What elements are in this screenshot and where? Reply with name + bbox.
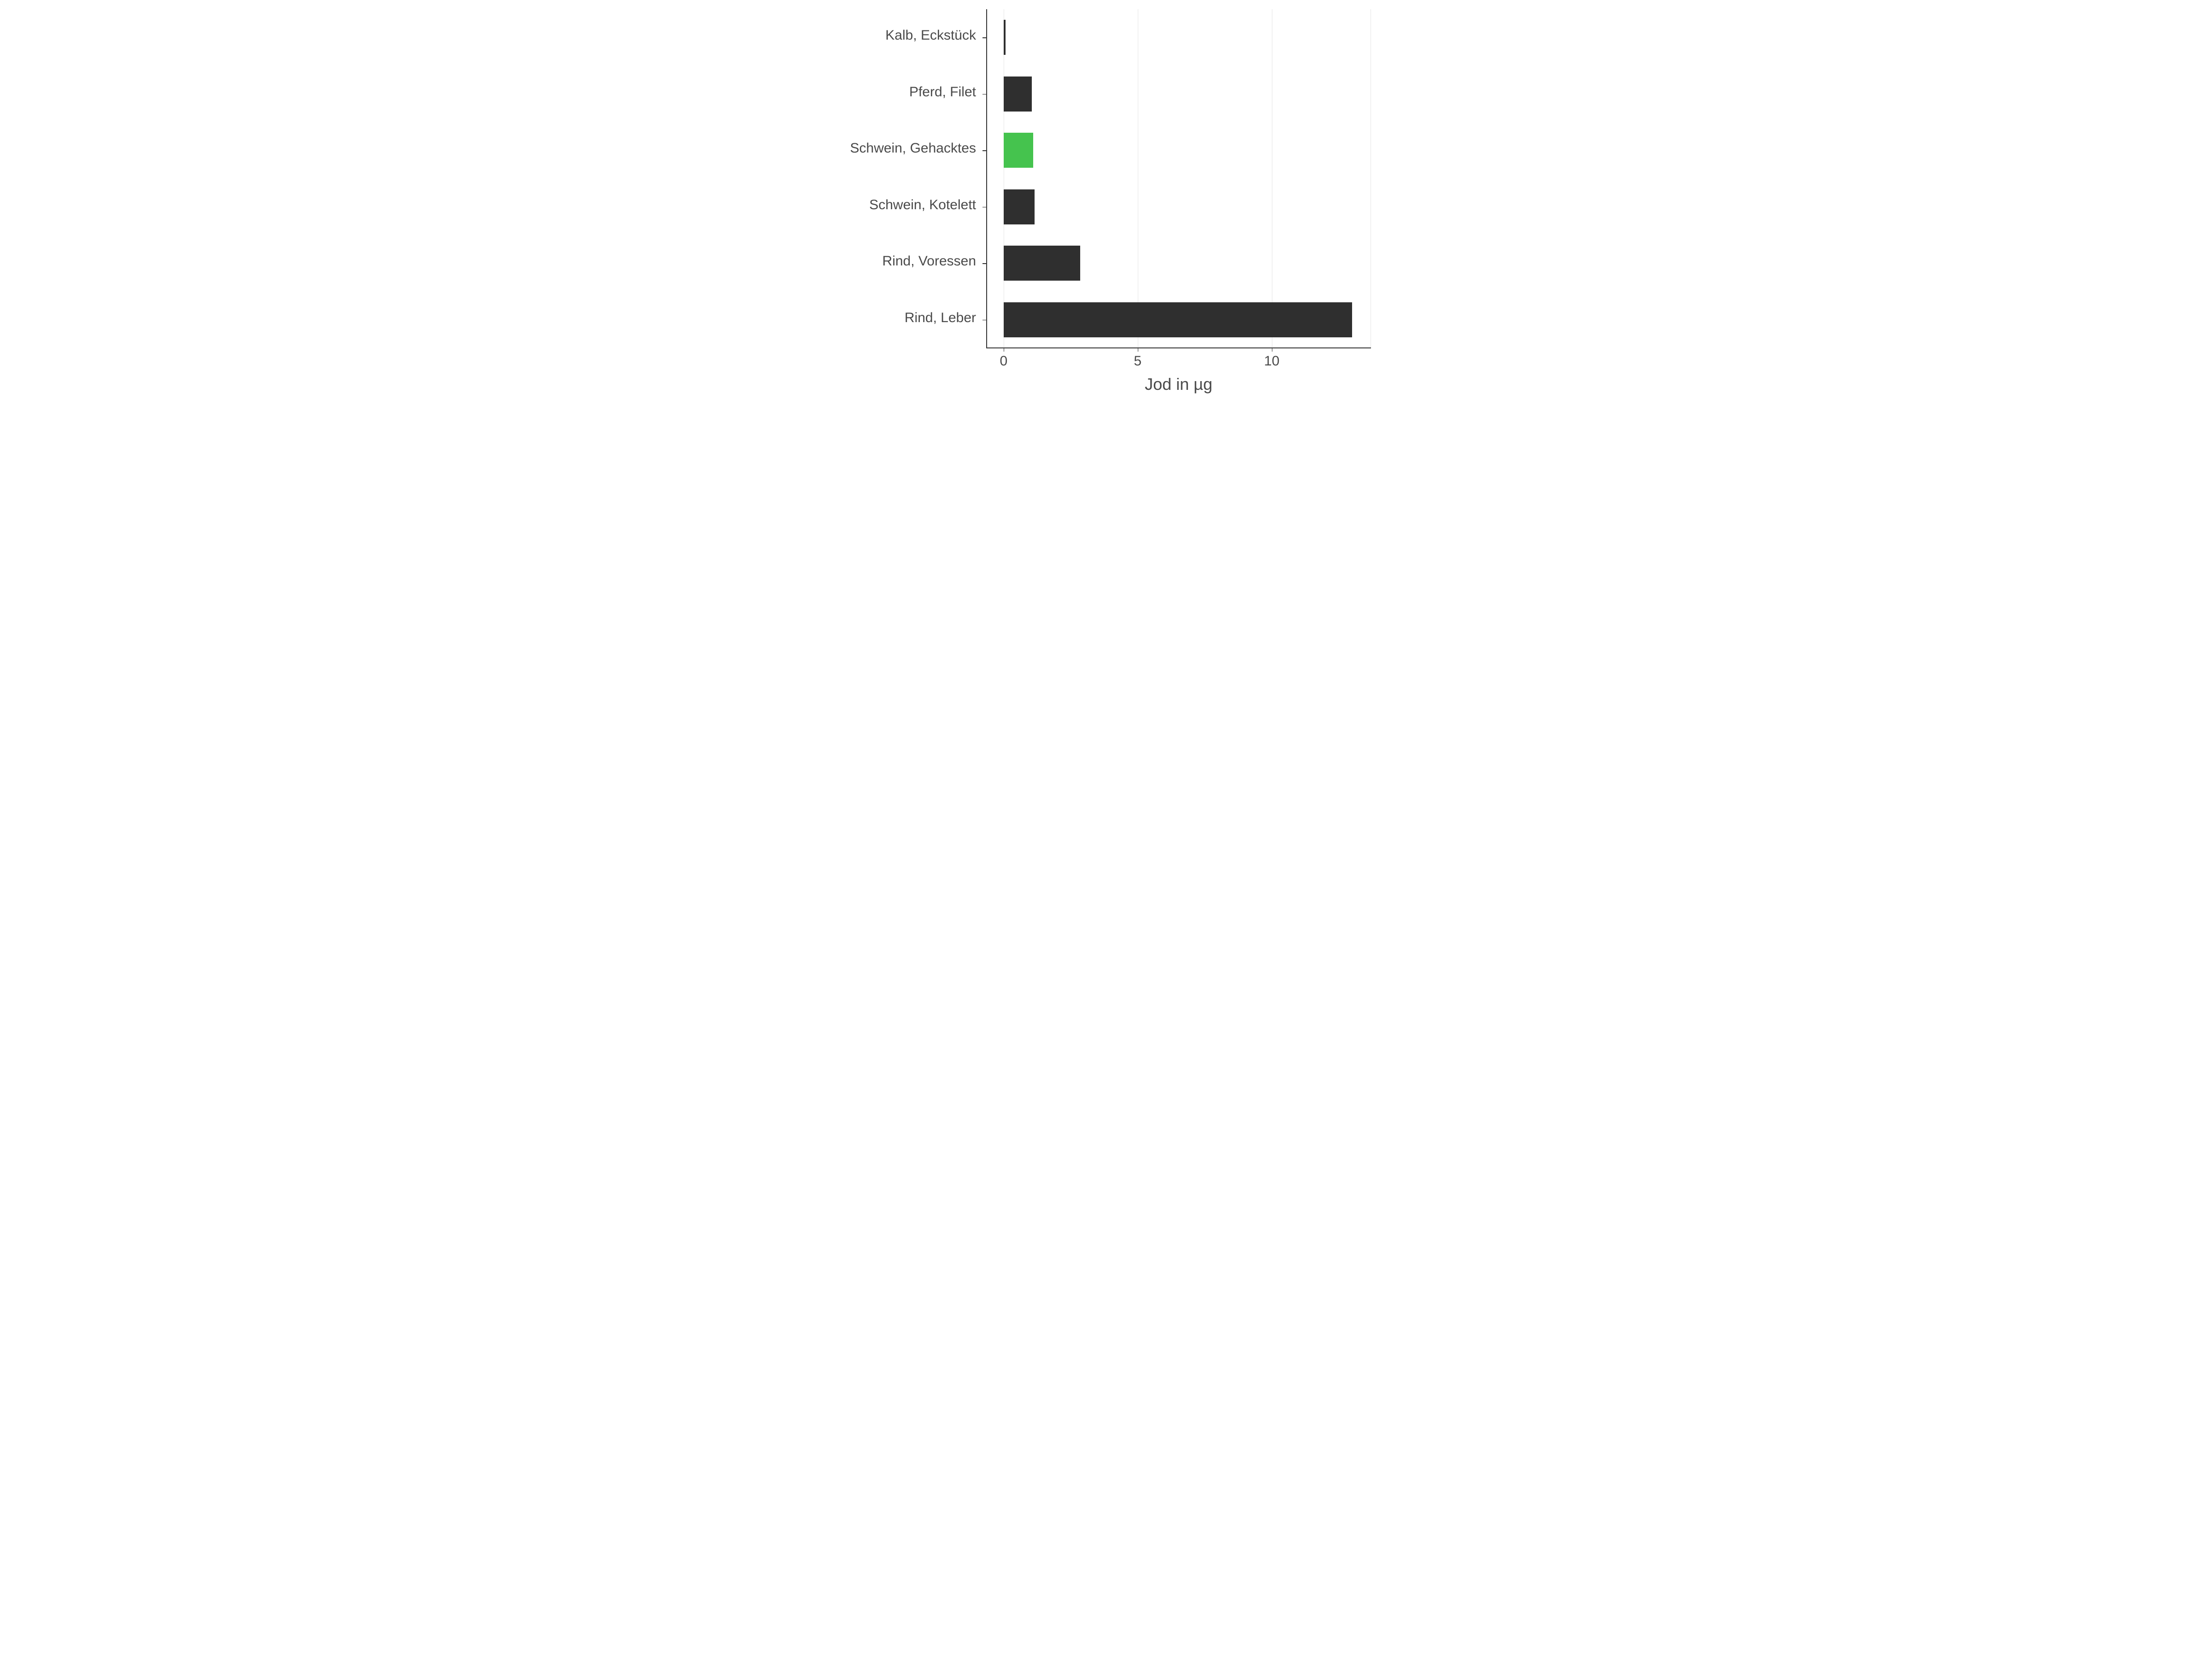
y-tick-label: Schwein, Kotelett [830, 197, 976, 213]
y-tick-label: Kalb, Eckstück [830, 28, 976, 43]
x-tick-label: 5 [1119, 353, 1156, 369]
y-tick-label: Pferd, Filet [830, 84, 976, 100]
chart-container: Kalb, Eckstück Pferd, Filet Schwein, Gehac… [830, 0, 1382, 415]
y-tick-mark [982, 207, 986, 208]
y-tick-mark [982, 263, 986, 264]
y-tick-mark [982, 94, 986, 95]
y-tick-mark [982, 37, 986, 38]
x-tick-label: 0 [985, 353, 1022, 369]
x-tick-mark [1004, 348, 1005, 352]
y-tick-label: Schwein, Gehacktes [830, 141, 976, 156]
x-axis-label: Jod in µg [986, 375, 1371, 394]
x-tick-mark [1138, 348, 1139, 352]
y-axis-line [986, 9, 987, 348]
bar [1004, 133, 1033, 168]
y-tick-label: Rind, Leber [830, 310, 976, 326]
y-tick-label: Rind, Voressen [830, 253, 976, 269]
bar [1004, 246, 1080, 281]
x-axis-line [986, 347, 1371, 348]
bar [1004, 189, 1035, 224]
y-tick-mark [982, 320, 986, 321]
plot-area [986, 9, 1371, 348]
bar [1004, 76, 1032, 112]
x-tick-mark [1272, 348, 1273, 352]
bar [1004, 20, 1006, 55]
bar [1004, 302, 1352, 337]
y-tick-mark [982, 150, 986, 151]
x-tick-label: 10 [1253, 353, 1290, 369]
